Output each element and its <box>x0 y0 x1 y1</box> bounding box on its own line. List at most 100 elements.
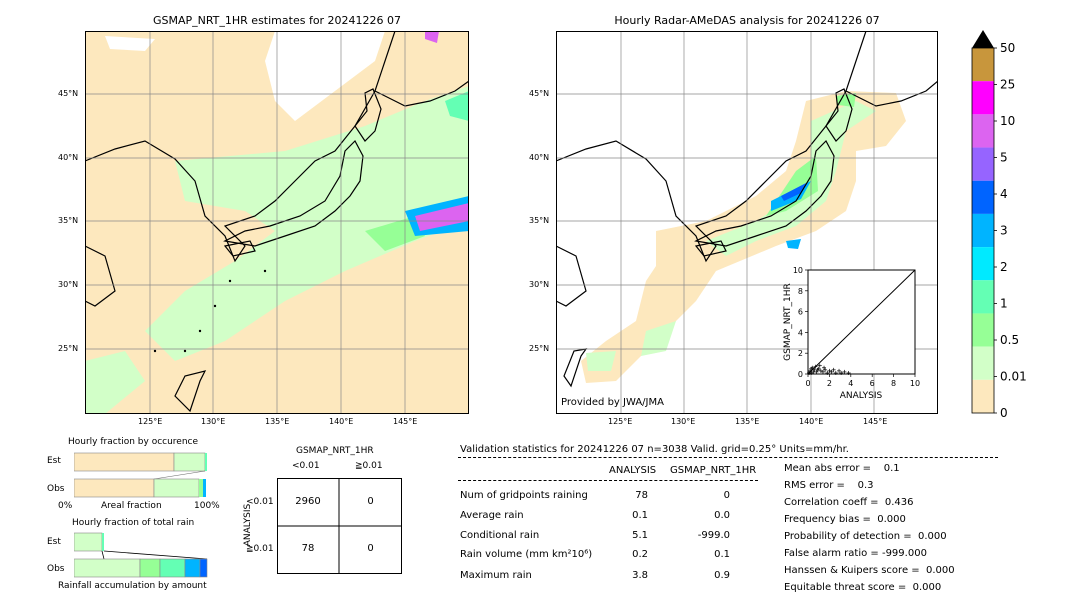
right-lon-label: 135°E <box>735 417 760 426</box>
validation-row-gsmap: 0.0 <box>714 510 730 521</box>
scatter-yticks: 0 2 4 6 8 10 <box>793 266 808 379</box>
totalrain-est-bar-cyan <box>102 533 104 551</box>
colorbar-segment <box>972 81 994 115</box>
colorbar-segment <box>972 180 994 214</box>
right-rain-cell-blue <box>781 183 806 201</box>
colorbar-segment <box>972 48 994 82</box>
colorbar-label: 2 <box>1000 260 1008 274</box>
validation-row-analysis: 0.1 <box>632 510 648 521</box>
colorbar-segment <box>972 147 994 181</box>
left-map-frame <box>85 31 469 414</box>
right-rain-light-southwest <box>586 351 616 371</box>
scatter-xtick-label: 10 <box>910 379 920 388</box>
colorbar-segment <box>972 213 994 248</box>
colorbar-label: 50 <box>1000 41 1015 55</box>
contingency-cell: 0 <box>367 496 374 507</box>
validation-score: Probability of detection = 0.000 <box>784 531 947 542</box>
totalrain-connector-short <box>101 550 105 560</box>
scatter-point <box>809 366 814 371</box>
validation-score: Hanssen & Kuipers score = 0.000 <box>784 565 955 576</box>
scatter-ytick-label: 8 <box>798 287 803 296</box>
right-rain-light-south <box>641 321 676 356</box>
right-lat-label: 35°N <box>529 216 550 225</box>
scatter-point <box>820 369 825 374</box>
validation-col-rule <box>458 480 758 481</box>
totalrain-obs-bar-lightblue <box>184 558 201 578</box>
occurrence-obs-bar-green <box>199 479 203 497</box>
colorbar-segment <box>972 114 994 148</box>
scatter-point <box>842 369 847 374</box>
contingency-col-label: ≧0.01 <box>355 461 383 471</box>
left-rain-cell-green <box>365 216 425 251</box>
scatter-point <box>809 370 814 375</box>
contingency-title: GSMAP_NRT_1HR <box>296 446 374 456</box>
scatter-point <box>814 369 819 374</box>
validation-row-analysis: 0.2 <box>632 549 648 560</box>
scatter-point <box>817 363 822 368</box>
left-lon-label: 140°E <box>329 417 354 426</box>
left-islands <box>153 269 267 353</box>
left-lat-label: 40°N <box>58 153 79 162</box>
validation-score: Mean abs error = 0.1 <box>784 463 900 474</box>
contingency-grid <box>277 478 402 574</box>
occurrence-est-bar-light <box>173 452 206 472</box>
left-rain-cell-top <box>425 31 439 43</box>
left-nodata-region <box>265 31 385 121</box>
left-lat-label: 35°N <box>58 216 79 225</box>
scatter-point <box>815 367 820 372</box>
right-lon-label: 145°E <box>863 417 888 426</box>
totalrain-connector <box>103 550 208 560</box>
right-lon-label: 140°E <box>799 417 824 426</box>
left-lat-label: 45°N <box>58 89 79 98</box>
right-map <box>556 31 938 414</box>
right-rain-cell-north <box>836 93 856 107</box>
totalrain-obs-bar-cyan <box>159 558 186 578</box>
colorbar: 50 25 10 5 4 3 2 1 0.5 0.01 0 <box>971 30 1027 418</box>
scatter-point <box>839 370 844 375</box>
validation-col-gsmap: GSMAP_NRT_1HR <box>670 465 757 476</box>
scatter-ylabel: GSMAP_NRT_1HR <box>783 283 793 361</box>
colorbar-label: 1 <box>1000 297 1008 311</box>
occurrence-obs-bar-light <box>153 478 200 498</box>
colorbar-segment <box>972 313 994 347</box>
colorbar-extend-arrow <box>972 30 994 48</box>
scatter-diagonal <box>807 269 916 375</box>
validation-row-label: Num of gridpoints raining <box>460 490 588 501</box>
validation-score: Correlation coeff = 0.436 <box>784 497 914 508</box>
scatter-point <box>827 368 832 373</box>
colorbar-label: 0.5 <box>1000 333 1019 347</box>
right-rain-light <box>706 101 876 256</box>
totalrain-obs-bar-blue <box>199 558 208 578</box>
occurrence-est-bar-zero <box>74 452 175 472</box>
left-lat-label: 30°N <box>58 280 79 289</box>
right-lon-label: 125°E <box>608 417 633 426</box>
colorbar-segment <box>972 280 994 314</box>
scatter-point <box>823 367 828 372</box>
right-map-grid <box>556 31 938 414</box>
left-lon-label: 145°E <box>393 417 418 426</box>
scatter-points <box>807 363 851 375</box>
colorbar-label: 0.01 <box>1000 370 1027 384</box>
colorbar-segment <box>972 379 994 413</box>
colorbar-segment <box>972 346 994 380</box>
occurrence-est-label: Est <box>47 456 61 466</box>
left-lon-label: 135°E <box>265 417 290 426</box>
scatter-point <box>831 367 836 372</box>
validation-row-gsmap: 0.1 <box>714 549 730 560</box>
colorbar-label: 0 <box>1000 406 1008 418</box>
validation-row-gsmap: 0 <box>723 490 730 501</box>
left-lon-label: 125°E <box>138 417 163 426</box>
scatter-xtick-label: 2 <box>827 379 832 388</box>
validation-score: Equitable threat score = 0.000 <box>784 582 942 593</box>
left-map-title: GSMAP_NRT_1HR estimates for 20241226 07 <box>152 14 402 27</box>
validation-header-rule <box>458 457 998 458</box>
validation-row-analysis: 78 <box>635 490 648 501</box>
right-rain-cell-small <box>786 239 801 249</box>
colorbar-label: 4 <box>1000 187 1008 201</box>
contingency-cell: 2960 <box>295 496 321 507</box>
totalrain-obs-bar-green <box>139 558 161 578</box>
validation-header: Validation statistics for 20241226 07 n=… <box>460 444 849 455</box>
scatter-point <box>813 364 818 369</box>
contingency-cell: 0 <box>367 543 374 554</box>
totalrain-bars <box>74 532 208 578</box>
